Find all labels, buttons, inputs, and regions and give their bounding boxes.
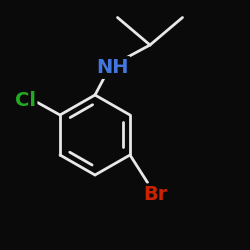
Text: Br: Br — [143, 186, 167, 204]
Text: NH: NH — [96, 58, 129, 77]
Text: Cl: Cl — [14, 90, 36, 110]
